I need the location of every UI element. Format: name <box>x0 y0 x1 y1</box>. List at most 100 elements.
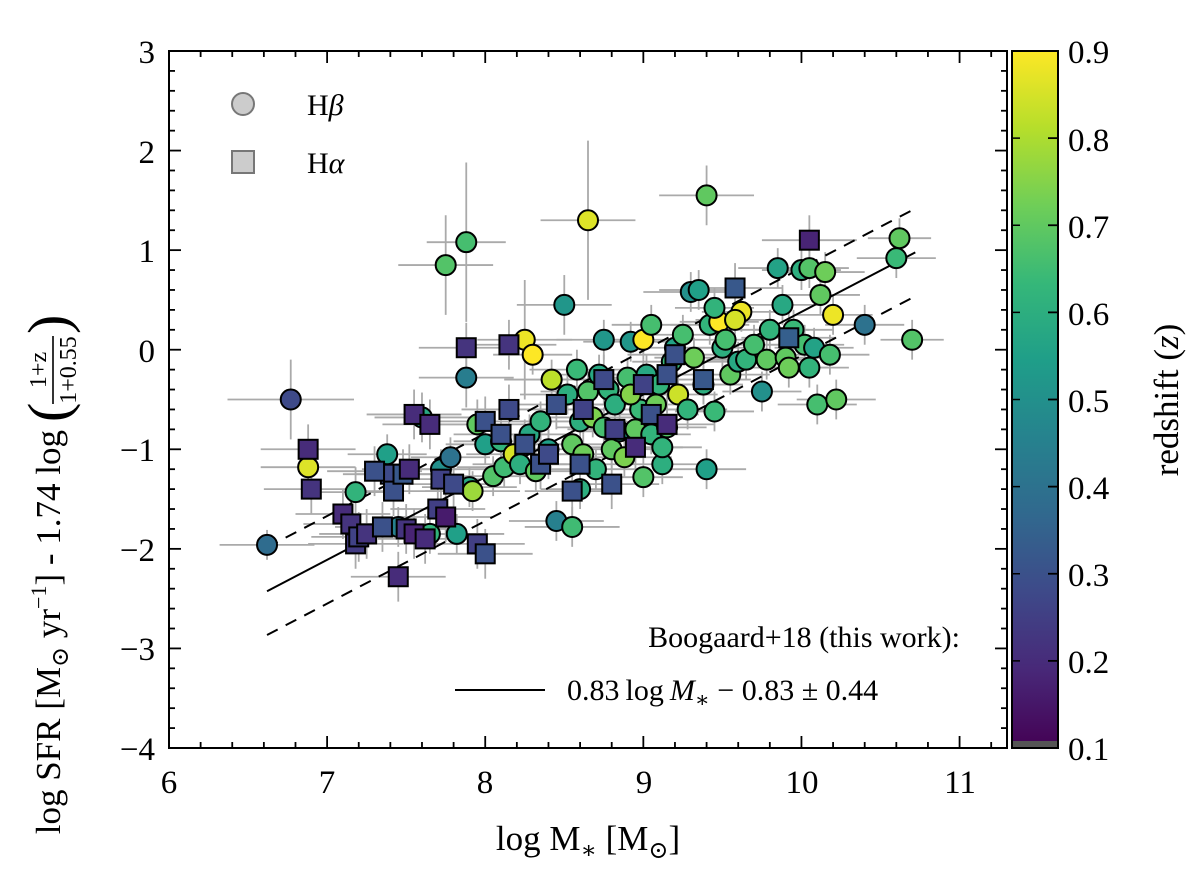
hbeta-point <box>671 323 694 346</box>
y-tick-label: 3 <box>139 35 156 71</box>
halpha-point <box>387 566 409 588</box>
halpha-point <box>414 528 436 550</box>
hbeta-point <box>640 313 663 336</box>
hbeta-point <box>771 293 794 316</box>
legend-circle-marker <box>231 92 255 116</box>
hbeta-point <box>888 227 911 250</box>
x-axis-title: log M∗ [M⊙] <box>496 819 680 864</box>
fit-legend-label: 0.83 log M∗ − 0.83 ± 0.44 <box>567 674 878 712</box>
cbar-tick-label: 0.1 <box>1068 732 1109 768</box>
halpha-point <box>569 453 591 475</box>
hbeta-point <box>822 303 845 326</box>
hbeta-point <box>714 328 737 351</box>
hbeta-point <box>455 231 478 254</box>
cbar-tick-label: 0.3 <box>1068 558 1109 594</box>
legend-square-marker <box>231 150 255 174</box>
hbeta-point <box>455 366 478 389</box>
halpha-point <box>692 369 714 391</box>
hbeta-point <box>703 400 726 423</box>
y-tick-label: −1 <box>120 433 155 469</box>
x-tick-label: 10 <box>786 765 819 801</box>
cbar-tick-label: 0.5 <box>1068 384 1109 420</box>
hbeta-point <box>676 398 699 421</box>
cbar-tick-label: 0.2 <box>1068 645 1109 681</box>
halpha-point <box>778 327 800 349</box>
x-tick-label: 7 <box>319 765 336 801</box>
y-axis-title-main: log SFR [M⊙ yr−1] - 1.74 log <box>26 430 74 834</box>
hbeta-point <box>703 296 726 319</box>
hbeta-point <box>818 343 841 366</box>
halpha-point <box>443 473 465 495</box>
legend-label-hbeta: Hβ <box>307 89 344 122</box>
halpha-point <box>474 543 496 565</box>
cbar-tick-label: 0.9 <box>1068 35 1109 71</box>
halpha-point <box>561 480 583 502</box>
hbeta-point <box>577 209 599 232</box>
halpha-point <box>455 337 477 359</box>
halpha-point <box>545 393 567 415</box>
halpha-point <box>300 478 322 500</box>
x-tick-labels: 6 7 8 9 10 11 <box>161 765 976 801</box>
hbeta-point <box>592 328 615 351</box>
halpha-point <box>656 364 678 386</box>
x-tick-label: 9 <box>636 765 653 801</box>
halpha-point <box>297 438 319 460</box>
halpha-point <box>572 398 594 420</box>
y-tick-label: −4 <box>120 732 155 768</box>
halpha-point <box>514 433 536 455</box>
y-tick-label: 0 <box>139 334 156 370</box>
hbeta-point <box>695 458 718 481</box>
halpha-point <box>474 410 496 432</box>
fit-legend: Boogaard+18 (this work): 0.83 log M∗ − 0.8… <box>455 621 960 712</box>
halpha-point <box>498 334 520 356</box>
hbeta-point <box>297 456 320 479</box>
hbeta-point <box>561 515 584 538</box>
halpha-point <box>498 398 520 420</box>
hbeta-point <box>540 368 563 391</box>
plot-frame <box>168 50 1008 749</box>
hbeta-point <box>798 356 821 379</box>
hbeta-point <box>814 261 837 284</box>
y-tick-labels: −4 −3 −2 −1 0 1 2 3 <box>120 35 155 768</box>
hbeta-point <box>901 328 924 351</box>
halpha-point <box>601 473 623 495</box>
hbeta-point <box>632 466 655 489</box>
halpha-point <box>624 436 646 458</box>
hbeta-point <box>885 247 908 270</box>
hbeta-point <box>750 380 773 403</box>
colorbar-ticks <box>1012 50 1058 749</box>
hbeta-point <box>755 348 778 371</box>
halpha-point <box>798 229 820 251</box>
halpha-point <box>664 344 686 366</box>
cbar-tick-label: 0.7 <box>1068 210 1109 246</box>
hbeta-point <box>825 388 848 411</box>
halpha-point <box>656 413 678 435</box>
halpha-point <box>632 374 654 396</box>
hbeta-point <box>758 318 781 341</box>
colorbar-tick-labels: 0.1 0.2 0.3 0.4 0.5 0.6 0.7 0.8 0.9 <box>1068 35 1109 768</box>
y-tick-label: −2 <box>120 533 155 569</box>
point-layer <box>256 184 924 588</box>
halpha-point <box>537 443 559 465</box>
halpha-point <box>419 413 441 435</box>
hbeta-point <box>806 393 829 416</box>
x-tick-label: 11 <box>944 765 976 801</box>
hbeta-point <box>434 254 457 277</box>
halpha-point <box>398 458 420 480</box>
y-axis-frac-num: 1+z <box>26 352 52 388</box>
hbeta-point <box>344 481 367 504</box>
hbeta-point <box>603 393 626 416</box>
halpha-point <box>604 418 626 440</box>
hbeta-point <box>529 410 552 433</box>
hbeta-point <box>553 293 576 316</box>
tick-layer <box>168 50 1007 749</box>
hbeta-point <box>445 522 468 545</box>
hbeta-point <box>743 333 766 356</box>
hbeta-point <box>439 446 462 469</box>
halpha-point <box>371 516 393 538</box>
legend-label-halpha: Hα <box>307 147 346 180</box>
hbeta-point <box>853 313 876 336</box>
hbeta-point <box>256 533 279 556</box>
hbeta-point <box>521 343 544 366</box>
